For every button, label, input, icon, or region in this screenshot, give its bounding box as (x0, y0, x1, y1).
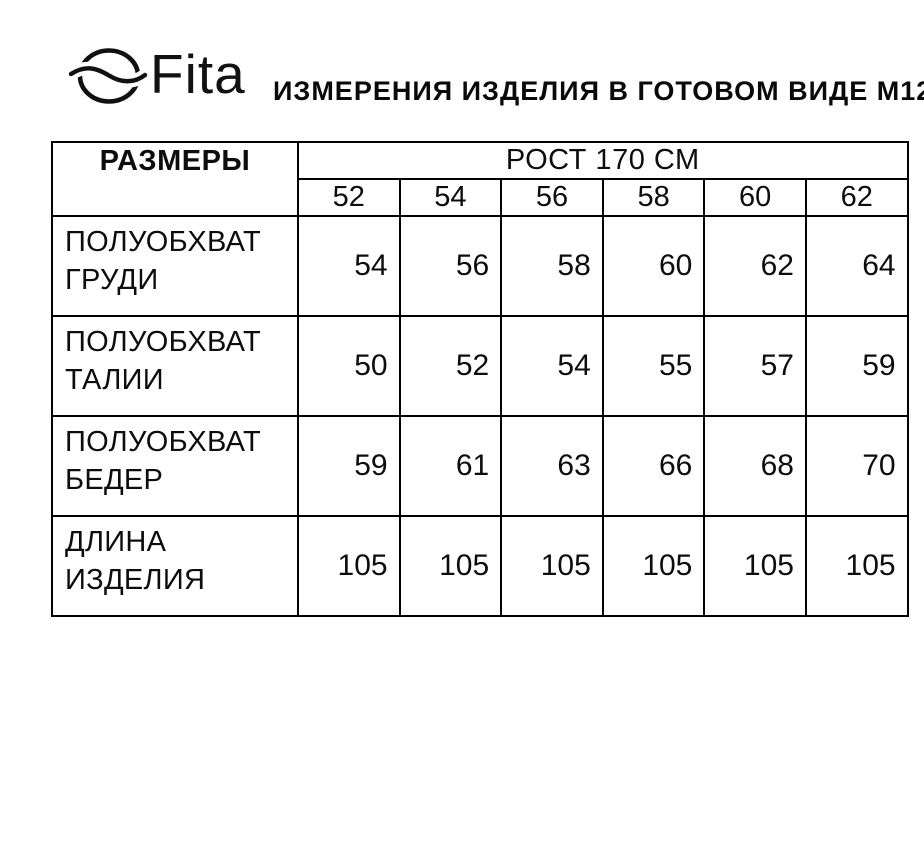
table-row: ПОЛУОБХВАТ ТАЛИИ 50 52 54 55 57 59 (51, 315, 909, 417)
value-cell: 63 (500, 415, 604, 517)
value-cell: 70 (804, 415, 909, 517)
value-cell: 57 (703, 315, 807, 417)
value-cell: 66 (601, 415, 706, 517)
value-cell: 105 (703, 515, 807, 617)
value-cell: 52 (398, 315, 503, 417)
table-header-row-sizes: 52 54 56 58 60 62 (52, 178, 909, 217)
value-cell: 105 (500, 515, 604, 617)
size-table: РАЗМЕРЫ РОСТ 170 СМ 52 54 56 58 60 62 ПО… (51, 141, 909, 617)
row-label: ПОЛУОБХВАТ БЕДЕР (51, 415, 299, 517)
size-col-header: 58 (601, 178, 706, 217)
brand-name: Fita (150, 43, 246, 105)
size-col-header: 62 (804, 178, 909, 217)
value-cell: 56 (398, 215, 503, 317)
value-cell: 62 (703, 215, 807, 317)
corner-header-cell: РАЗМЕРЫ (51, 141, 299, 217)
page-title: ИЗМЕРЕНИЯ ИЗДЕЛИЯ В ГОТОВОМ ВИДЕ М124 (273, 76, 924, 106)
value-cell: 105 (398, 515, 503, 617)
value-cell: 55 (601, 315, 706, 417)
table-row: ПОЛУОБХВАТ БЕДЕР 59 61 63 66 68 70 (51, 415, 909, 517)
row-label: ДЛИНА ИЗДЕЛИЯ (51, 515, 299, 617)
value-cell: 68 (703, 415, 807, 517)
row-label: ПОЛУОБХВАТ ГРУДИ (51, 215, 299, 317)
value-cell: 59 (297, 415, 401, 517)
table-row: ПОЛУОБХВАТ ГРУДИ 54 56 58 60 62 64 (51, 215, 909, 317)
value-cell: 59 (804, 315, 909, 417)
value-cell: 64 (804, 215, 909, 317)
table-header-row-group: РАЗМЕРЫ РОСТ 170 СМ (51, 141, 909, 217)
value-cell: 60 (601, 215, 706, 317)
value-cell: 54 (500, 315, 604, 417)
value-cell: 105 (804, 515, 909, 617)
value-cell: 105 (601, 515, 706, 617)
size-col-header: 56 (500, 178, 604, 217)
value-cell: 50 (297, 315, 401, 417)
size-col-header: 52 (297, 178, 401, 217)
brand-logo-icon (64, 40, 152, 114)
value-cell: 54 (297, 215, 401, 317)
size-col-header: 54 (398, 178, 503, 217)
size-col-header: 60 (703, 178, 807, 217)
group-header-cell: РОСТ 170 СМ (297, 141, 909, 180)
table-row: ДЛИНА ИЗДЕЛИЯ 105 105 105 105 105 105 (51, 515, 909, 617)
value-cell: 61 (398, 415, 503, 517)
row-label: ПОЛУОБХВАТ ТАЛИИ (51, 315, 299, 417)
value-cell: 105 (297, 515, 401, 617)
value-cell: 58 (500, 215, 604, 317)
